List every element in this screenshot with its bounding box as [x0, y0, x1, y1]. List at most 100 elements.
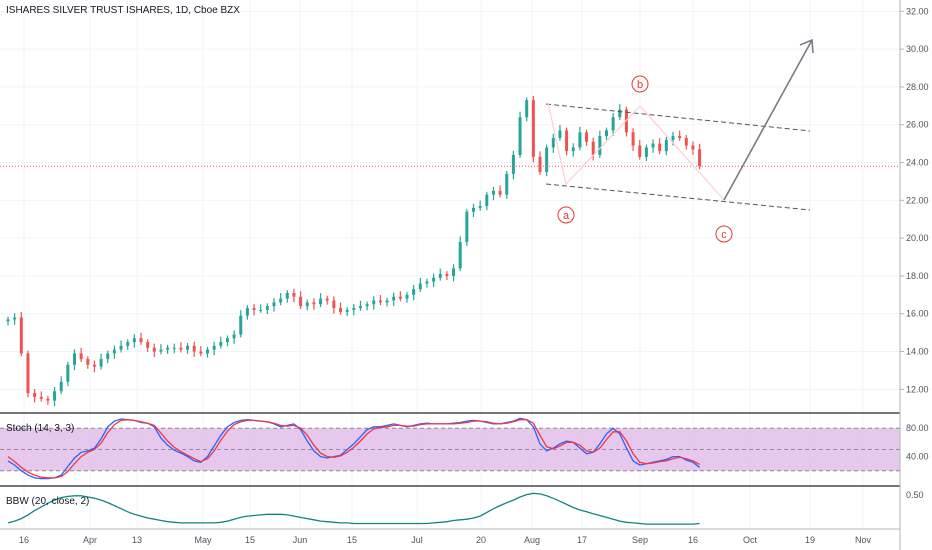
candle-body — [332, 300, 336, 309]
candle — [631, 128, 635, 152]
candle-body — [339, 308, 342, 312]
candlestick-series[interactable] — [6, 96, 702, 407]
candle-body — [225, 338, 229, 343]
price-tick-label: 26.00 — [906, 120, 929, 130]
candle-body — [139, 338, 143, 343]
time-tick-label: Jun — [293, 535, 308, 545]
candle-body — [505, 173, 509, 195]
candle — [372, 296, 376, 310]
candle-body — [472, 207, 475, 212]
candle — [585, 129, 589, 146]
candle-body — [99, 359, 103, 367]
candle — [365, 301, 369, 311]
candle — [39, 391, 43, 402]
candle-body — [86, 359, 90, 365]
bbw-series[interactable] — [7, 492, 700, 525]
candle — [611, 113, 615, 136]
drawing-layer: a b c — [0, 38, 900, 243]
candle — [265, 303, 269, 315]
candle-body — [232, 334, 236, 339]
candle — [505, 171, 509, 199]
candle-body — [498, 190, 502, 195]
candle — [678, 130, 682, 141]
candle — [525, 97, 529, 122]
candle-body — [312, 302, 316, 305]
candle-body — [39, 396, 43, 399]
candle — [598, 130, 602, 158]
candle-body — [46, 398, 50, 401]
stochastic-series[interactable] — [7, 417, 700, 480]
candle-body — [265, 306, 269, 310]
candle — [565, 127, 569, 156]
time-tick-label: Nov — [855, 535, 872, 545]
projection-arrow-head — [799, 38, 814, 54]
channel-lower-line — [545, 183, 811, 211]
stoch-tick-label: 40.00 — [906, 452, 929, 462]
candle-body — [671, 136, 675, 140]
candle-body — [159, 349, 163, 352]
candle-body — [405, 294, 409, 299]
candle-body — [6, 319, 10, 322]
stoch-label: Stoch (14, 3, 3) — [6, 423, 74, 434]
time-tick-label: Oct — [743, 535, 758, 545]
candle-body — [272, 302, 276, 307]
time-tick-label: May — [194, 535, 212, 545]
candle — [538, 151, 542, 175]
candle-body — [452, 268, 456, 276]
candle-body — [26, 353, 30, 394]
candle-body — [611, 117, 615, 131]
candle-body — [458, 241, 462, 269]
candle — [498, 185, 502, 198]
candle — [651, 139, 655, 153]
candle-body — [531, 100, 535, 157]
candle — [485, 191, 489, 211]
candle-body — [352, 308, 356, 310]
time-tick-label: Aug — [524, 535, 540, 545]
candle — [605, 127, 608, 141]
candle-body — [425, 281, 429, 284]
candle-body — [658, 143, 662, 152]
candle — [92, 360, 96, 373]
time-tick-label: 13 — [132, 535, 142, 545]
candle-body — [212, 345, 216, 350]
candle-body — [19, 317, 23, 354]
candle — [199, 346, 203, 357]
candle-body — [644, 147, 648, 157]
candle-body — [571, 147, 575, 152]
stoch-tick-label: 80.00 — [906, 423, 929, 433]
candle — [425, 278, 429, 288]
candle-body — [598, 136, 602, 155]
candle-body — [325, 298, 329, 301]
candle — [638, 140, 642, 160]
candle-body — [684, 137, 688, 146]
candle — [345, 307, 349, 316]
candle-body — [538, 156, 542, 172]
bbw-tick-label: 0.50 — [906, 490, 924, 500]
wave-label-text: a — [563, 210, 570, 222]
candle-body — [545, 147, 549, 172]
candle — [59, 376, 63, 395]
bbw-label: BBW (20, close, 2) — [6, 496, 89, 507]
candle-body — [239, 315, 243, 335]
candle — [405, 291, 409, 303]
candle — [432, 273, 436, 288]
candle-body — [485, 194, 489, 206]
candle-body — [372, 300, 376, 305]
wave-label-a: a — [557, 206, 575, 224]
time-tick-label: 16 — [19, 535, 29, 545]
candle-body — [698, 149, 702, 167]
price-tick-label: 28.00 — [906, 82, 929, 92]
axis-layer: 32.00 30.00 28.00 26.00 24.00 22.00 20.00 18.00… — [19, 6, 929, 545]
candle — [112, 345, 116, 359]
candle — [698, 143, 702, 170]
candle — [225, 335, 229, 347]
time-tick-label: 16 — [688, 535, 698, 545]
candle — [179, 342, 183, 353]
candle — [578, 126, 582, 151]
stoch-band-layer — [0, 427, 900, 472]
candle-body — [565, 130, 569, 152]
candle — [19, 312, 23, 357]
candle-body — [631, 132, 635, 146]
stoch-d-line — [7, 419, 700, 479]
